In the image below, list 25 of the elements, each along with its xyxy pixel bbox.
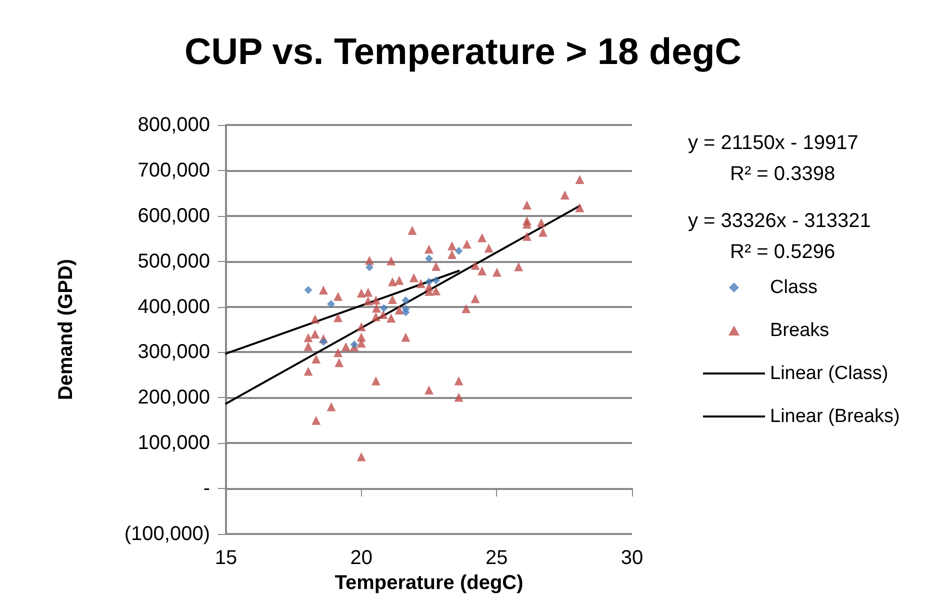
- text: R² = 0.3398: [730, 163, 836, 185]
- text: R² = 0.5296: [730, 241, 836, 263]
- y-tick-label: 500,000: [138, 250, 210, 272]
- x-tick-label: 20: [350, 547, 372, 569]
- y-tick-label: 200,000: [138, 386, 210, 409]
- y-tick-label: -: [203, 478, 210, 500]
- text: y = 33326x - 313321: [688, 210, 871, 232]
- legend-label: Class: [770, 277, 818, 298]
- y-tick-label: 400,000: [138, 296, 210, 318]
- y-tick-label: 700,000: [138, 159, 210, 182]
- legend-label: Breaks: [770, 320, 830, 341]
- y-tick-label: 300,000: [138, 341, 210, 364]
- y-tick-label: 600,000: [138, 204, 210, 227]
- y-tick-label: 100,000: [138, 432, 210, 454]
- text: y = 21150x - 19917: [688, 132, 858, 154]
- y-axis-title: Demand (GPD): [55, 258, 77, 400]
- y-tick-label: (100,000): [124, 523, 210, 545]
- x-tick-label: 15: [214, 547, 238, 569]
- y-tick-label: 800,000: [138, 114, 210, 136]
- x-axis-title: Temperature (degC): [334, 572, 524, 594]
- x-tick-label: 25: [486, 547, 508, 569]
- legend-label: Linear (Class): [770, 363, 888, 384]
- x-tick-label: 30: [620, 547, 644, 569]
- legend-label: Linear (Breaks): [770, 406, 900, 427]
- chart-title: CUP vs. Temperature > 18 degC: [184, 31, 742, 72]
